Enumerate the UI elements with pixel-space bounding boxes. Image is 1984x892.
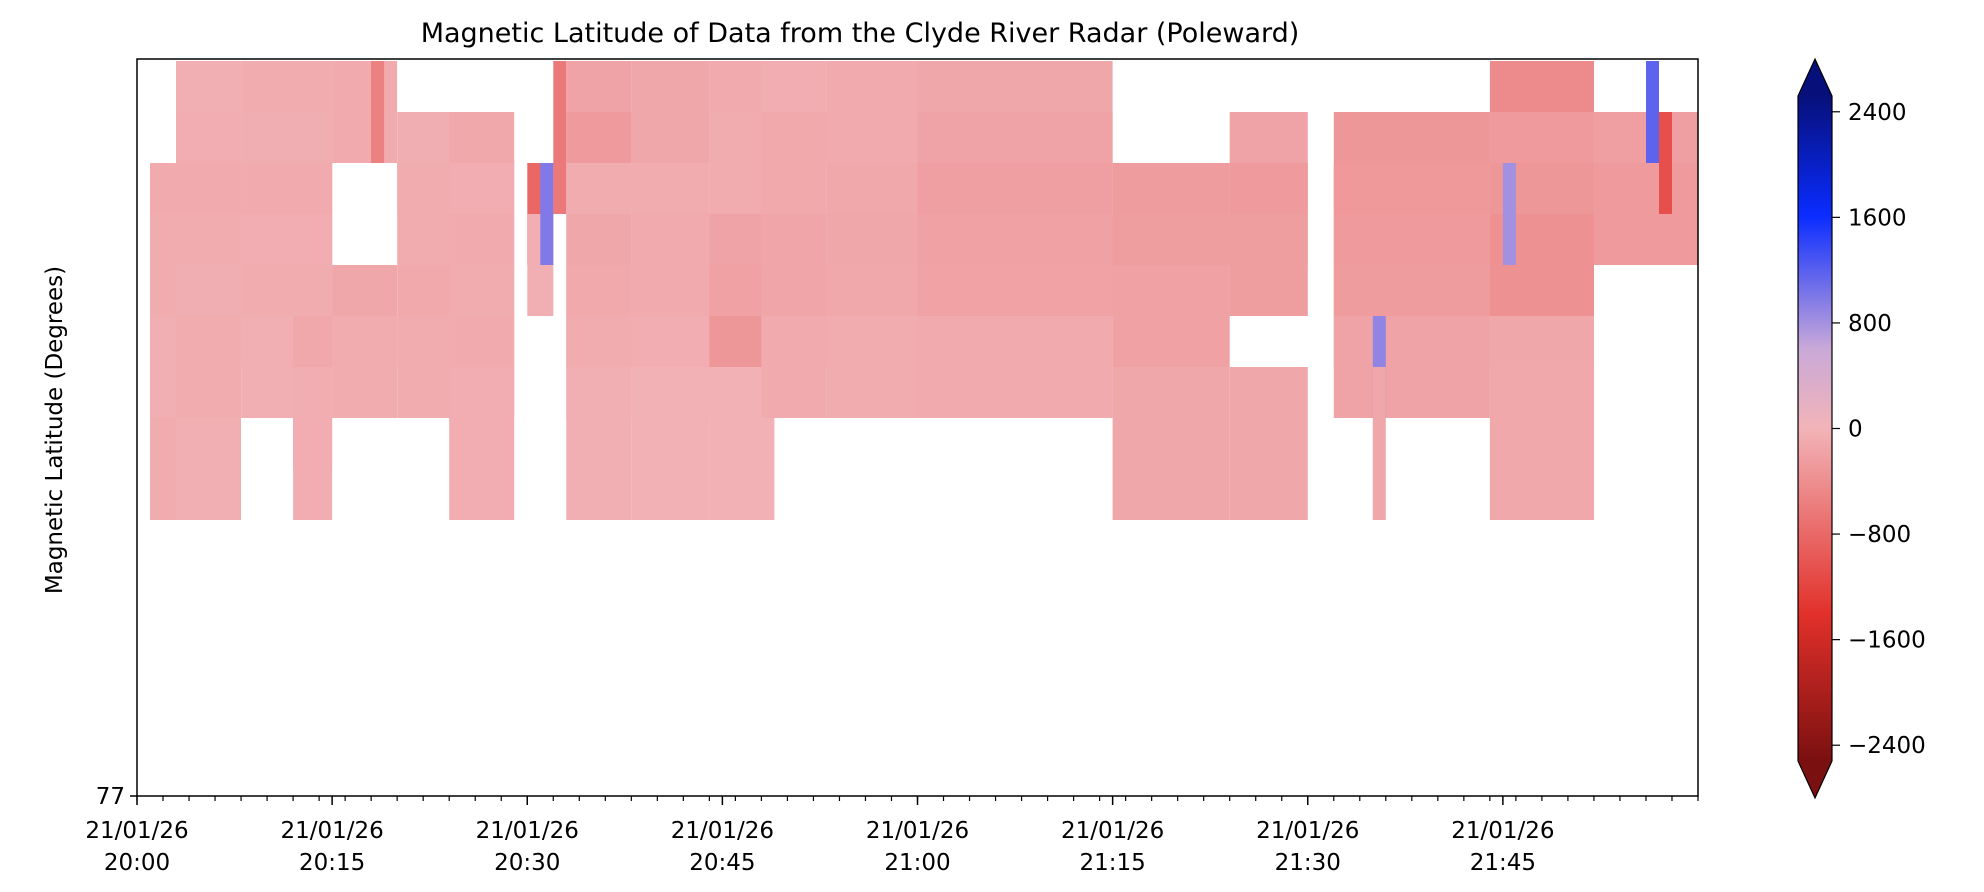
x-tick-label-date: 21/01/26: [280, 818, 383, 844]
x-tick-label-time: 20:45: [689, 850, 755, 876]
x-tick-label-date: 21/01/26: [671, 818, 774, 844]
colorbar-ticks: 2400 1600 800 0 −800 −1600 −2400: [1832, 100, 1926, 759]
colorbar-tick-label: 2400: [1848, 100, 1907, 126]
colorbar-bottom-extension: [1798, 761, 1832, 798]
y-tick-label: 77: [96, 784, 125, 810]
heatmap-cell: [1646, 61, 1659, 163]
heatmap-cell: [176, 316, 241, 418]
colorbar-tick-label: −2400: [1848, 733, 1926, 759]
x-tick-label-date: 21/01/26: [1451, 818, 1554, 844]
heatmap-cell: [826, 316, 918, 418]
x-tick-label-time: 21:45: [1470, 850, 1536, 876]
x-tick-label-date: 21/01/26: [476, 818, 579, 844]
colorbar-tick-label: 1600: [1848, 205, 1907, 231]
colorbar-tick-label: −800: [1848, 522, 1911, 548]
y-axis-label: Magnetic Latitude (Degrees): [42, 266, 68, 594]
heatmap-cell: [1593, 163, 1698, 265]
heatmap-cell: [449, 367, 515, 520]
heatmap-cell: [150, 316, 176, 418]
heatmap-cell: [1112, 367, 1230, 520]
colorbar: 2400 1600 800 0 −800 −1600 −2400: [1797, 57, 1926, 800]
x-tick-label-time: 21:00: [884, 850, 950, 876]
heatmap-cell: [1489, 367, 1594, 520]
colorbar-tick-label: 0: [1848, 417, 1863, 443]
heatmap-cell: [1502, 163, 1516, 265]
heatmap-cell: [1333, 316, 1490, 418]
heatmap-cell: [917, 316, 1113, 418]
heatmap-cell: [150, 163, 176, 214]
x-tick-label-date: 21/01/26: [85, 818, 188, 844]
heatmap-cell: [293, 367, 333, 520]
x-axis-ticks: 21/01/26 20:00 21/01/26 20:15 21/01/26 20:30 2…: [85, 796, 1699, 876]
heatmap-cell: [1229, 367, 1308, 520]
heatmap-cell: [1229, 214, 1308, 316]
heatmap-cell: [761, 316, 827, 418]
colorbar-tick-label: −1600: [1848, 628, 1926, 654]
x-tick-label-time: 20:15: [299, 850, 365, 876]
heatmap-cell: [176, 418, 241, 520]
x-tick-label-time: 20:30: [494, 850, 560, 876]
heatmap-cell: [1372, 367, 1386, 520]
heatmap-cell: [566, 367, 632, 520]
y-axis-ticks: 77: [96, 784, 137, 810]
heatmap-cell: [540, 163, 554, 265]
heatmap-cell: [371, 61, 385, 163]
heatmap-cell: [631, 367, 710, 520]
x-tick-label-time: 20:00: [104, 850, 170, 876]
x-tick-label-date: 21/01/26: [866, 818, 969, 844]
colorbar-gradient: [1798, 96, 1832, 761]
x-tick-label-date: 21/01/26: [1256, 818, 1359, 844]
heatmap-cell: [150, 418, 176, 520]
x-tick-label-date: 21/01/26: [1061, 818, 1164, 844]
x-tick-label-time: 21:15: [1079, 850, 1145, 876]
heatmap-cell: [1659, 112, 1672, 214]
chart-title: Magnetic Latitude of Data from the Clyde…: [421, 18, 1300, 49]
heatmap-cells: [150, 61, 1698, 520]
heatmap-cell: [150, 214, 176, 316]
heatmap-cell: [761, 112, 827, 214]
heatmap-cell: [332, 61, 398, 163]
heatmap-cell: [826, 61, 918, 163]
heatmap-cell: [553, 61, 567, 214]
x-tick-label-time: 21:30: [1275, 850, 1341, 876]
colorbar-tick-label: 800: [1848, 311, 1892, 337]
colorbar-top-extension: [1798, 59, 1832, 96]
colorbar-outline: [1797, 57, 1833, 800]
heatmap-cell: [332, 316, 398, 418]
heatmap-cell: [631, 61, 710, 163]
heatmap-cell: [1112, 265, 1230, 367]
